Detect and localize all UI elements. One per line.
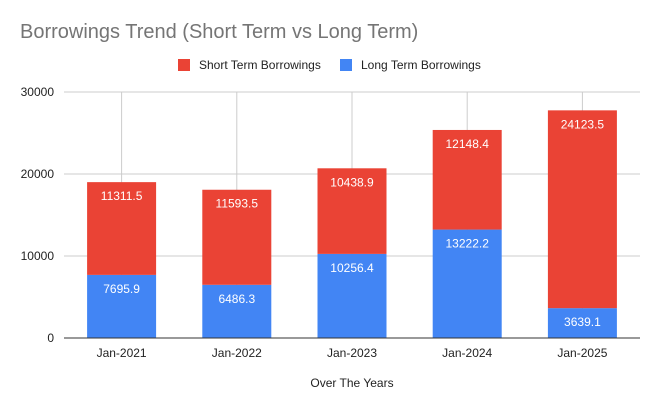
y-axis-ticks: 0 10000 20000 30000 bbox=[21, 85, 55, 345]
x-tick-label: Jan-2024 bbox=[442, 346, 492, 360]
y-tick-label: 0 bbox=[47, 331, 54, 345]
x-axis-label: Over The Years bbox=[310, 376, 393, 390]
bar-segment bbox=[202, 284, 272, 338]
bar-segment bbox=[202, 189, 272, 285]
legend-swatch bbox=[340, 59, 352, 71]
x-tick-label: Jan-2023 bbox=[327, 346, 377, 360]
x-axis-ticks: Jan-2021 Jan-2022 Jan-2023 Jan-2024 Jan-2025 bbox=[97, 346, 608, 360]
bars: 7695.9 11311.5 6486.3 11593.5 10256.4 10438.9… bbox=[64, 110, 640, 339]
data-label: 11593.5 bbox=[216, 197, 259, 211]
x-tick-label: Jan-2021 bbox=[97, 346, 147, 360]
data-label: 10256.4 bbox=[330, 261, 374, 275]
data-label: 12148.4 bbox=[446, 137, 490, 151]
y-tick-label: 20000 bbox=[21, 167, 55, 181]
bar-segment bbox=[87, 274, 157, 338]
x-tick-label: Jan-2022 bbox=[212, 346, 262, 360]
data-label: 6486.3 bbox=[218, 292, 255, 306]
legend-label: Long Term Borrowings bbox=[361, 58, 481, 72]
chart-title: Borrowings Trend (Short Term vs Long Ter… bbox=[20, 21, 418, 43]
legend-swatch bbox=[178, 59, 190, 71]
data-label: 3639.1 bbox=[564, 315, 601, 329]
bar-segment bbox=[547, 110, 617, 309]
bar-segment bbox=[547, 308, 617, 338]
bar-segment bbox=[432, 129, 502, 230]
bar-segment bbox=[87, 182, 157, 275]
data-label: 7695.9 bbox=[103, 282, 140, 296]
y-tick-label: 30000 bbox=[21, 85, 55, 99]
bar-segment bbox=[317, 253, 387, 338]
legend: Short Term Borrowings Long Term Borrowing… bbox=[178, 58, 481, 72]
y-tick-label: 10000 bbox=[21, 249, 55, 263]
bar-segment bbox=[317, 168, 387, 254]
legend-label: Short Term Borrowings bbox=[199, 58, 321, 72]
bar-segment bbox=[432, 229, 502, 338]
x-tick-label: Jan-2025 bbox=[557, 346, 607, 360]
data-label: 24123.5 bbox=[561, 117, 605, 131]
data-label: 11311.5 bbox=[101, 189, 143, 203]
data-label: 13222.2 bbox=[446, 237, 490, 251]
data-label: 10438.9 bbox=[330, 175, 374, 189]
